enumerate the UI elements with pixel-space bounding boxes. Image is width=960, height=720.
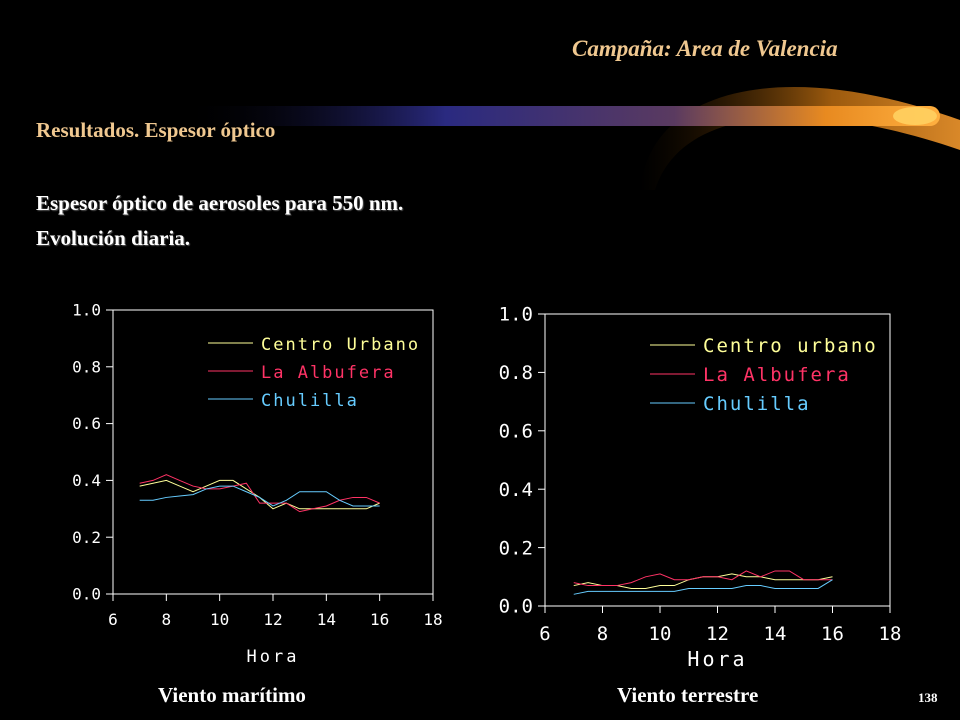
y-tick-label: 1.0 (499, 304, 533, 326)
y-tick-label: 0.0 (499, 596, 533, 618)
x-tick-label: 16 (370, 610, 389, 629)
decorative-swoosh (180, 86, 960, 190)
plot-frame (544, 313, 891, 607)
description-line-1: Espesor óptico de aerosoles para 550 nm. (36, 191, 404, 215)
y-tick-label: 0.0 (72, 585, 101, 604)
x-tick-label: 18 (423, 610, 442, 629)
x-tick-label: 6 (539, 623, 550, 645)
section-title: Resultados. Espesor óptico (36, 118, 276, 142)
description-line-2: Evolución diaria. (36, 226, 191, 250)
chart-viento-maritimo: 0.0 0.2 0.4 0.6 0.8 1.0 6 8 10 12 14 16 18 Hora Centro… (72, 301, 443, 667)
y-tick-label: 1.0 (72, 301, 101, 320)
x-tick-label: 10 (649, 623, 672, 645)
legend-label: Centro Urbano (261, 335, 420, 355)
x-tick-label: 12 (706, 623, 729, 645)
legend-label: La Albufera (261, 363, 396, 383)
x-tick-label: 14 (317, 610, 336, 629)
series-line-chulilla (573, 579, 833, 595)
caption-viento-maritimo: Viento marítimo (158, 683, 306, 707)
legend-label: La Albufera (703, 364, 851, 386)
chart-viento-terrestre: 0.0 0.2 0.4 0.6 0.8 1.0 6 8 10 12 14 16 18 Hora Centro… (499, 304, 902, 671)
y-tick-label: 0.4 (499, 479, 533, 501)
y-tick-label: 0.6 (72, 414, 101, 433)
x-tick-label: 10 (210, 610, 229, 629)
series-line-la-albufera (139, 474, 380, 513)
x-tick-label: 16 (821, 623, 844, 645)
caption-viento-terrestre: Viento terrestre (617, 683, 759, 707)
campaign-title: Campaña: Area de Valencia (572, 36, 838, 61)
legend-label: Centro urbano (703, 335, 878, 357)
series-line-centro-urbano (573, 573, 833, 589)
y-tick-label: 0.8 (72, 357, 101, 376)
legend-label: Chulilla (261, 391, 359, 411)
y-tick-label: 0.2 (499, 537, 533, 559)
series-line-chulilla (139, 485, 380, 507)
legend-label: Chulilla (703, 393, 811, 415)
y-tick-label: 0.2 (72, 528, 101, 547)
x-tick-label: 6 (108, 610, 118, 629)
y-tick-label: 0.6 (499, 420, 533, 442)
x-tick-label: 14 (764, 623, 787, 645)
x-tick-label: 8 (597, 623, 608, 645)
series-line-la-albufera (573, 570, 833, 587)
x-tick-label: 12 (263, 610, 282, 629)
x-tick-label: 8 (162, 610, 172, 629)
x-axis-label: Hora (687, 647, 747, 671)
y-tick-label: 0.8 (499, 362, 533, 384)
y-tick-label: 0.4 (72, 471, 101, 490)
x-axis-label: Hora (247, 647, 300, 667)
page-number: 138 (918, 690, 938, 705)
x-tick-label: 18 (879, 623, 902, 645)
series-line-centro-urbano (139, 479, 380, 510)
